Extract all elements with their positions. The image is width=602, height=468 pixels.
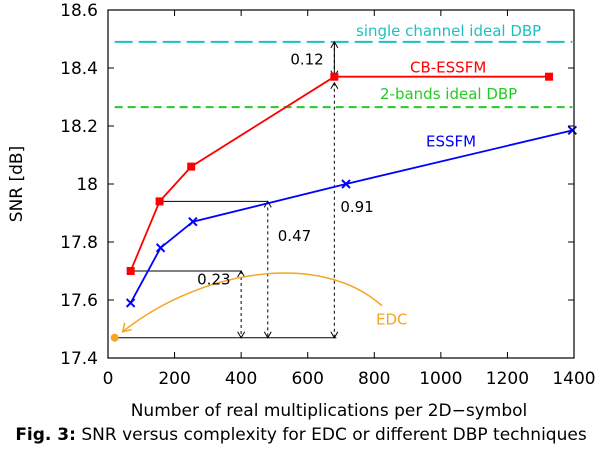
data-point [188,216,198,227]
two-bands-ideal-dbp-label: 2-bands ideal DBP [380,85,517,103]
series-line [129,75,550,272]
series-edc [110,333,119,342]
arrow-0-47 [263,200,272,339]
data-point [126,267,135,275]
x-tick-label: 0 [103,369,114,389]
series-essfm [125,125,578,308]
data-point [125,298,136,308]
arrow-head [330,40,339,49]
arrow-0-23 [237,270,246,339]
caption-text: SNR versus complexity for EDC or differe… [81,425,587,445]
y-tick-label: 18.4 [60,59,98,79]
arrow-head [263,200,272,208]
x-tick-label: 1200 [486,369,529,389]
plot-frame [107,9,575,359]
arrow-head [330,331,339,339]
series-cb-essfm [126,72,554,275]
data-point [155,243,166,253]
x-tick-label: 200 [158,369,190,389]
edc-annotation-arrow [122,272,383,333]
x-tick-label: 1000 [419,369,462,389]
arrow-0-91 [330,81,339,339]
y-tick-label: 18.6 [60,1,98,21]
y-tick-label: 18.2 [60,117,98,137]
edc-arrow-head [121,322,132,333]
y-tick-label: 18 [76,175,98,195]
arrow-head [237,331,246,339]
arrow-head [263,331,272,339]
figure-caption: Fig. 3: SNR versus complexity for EDC or… [0,424,602,446]
arrow-head [330,81,339,89]
annotation-0-91: 0.91 [340,198,373,216]
x-tick-label: 1400 [552,369,595,389]
cb-essfm-label: CB-ESSFM [410,59,486,77]
y-tick-label: 17.8 [60,233,98,253]
annotation-0-47: 0.47 [278,227,311,245]
data-point [110,333,119,342]
data-point [341,179,351,189]
caption-label: Fig. 3: [15,425,76,445]
data-point [545,72,554,81]
data-point [330,72,339,81]
annotation-0-23: 0.23 [197,271,230,289]
y-axis-label: SNR [dB] [7,146,27,222]
data-point [187,162,196,171]
edc-label: EDC [376,311,408,329]
series-layer [110,72,578,342]
x-axis-label: Number of real multiplications per 2D−sy… [131,401,528,421]
ticks-layer: 0 200 400 600 800 1000 1200 1400 17.4 17.6 17.8 18 1… [60,1,595,389]
annotation-0-12: 0.12 [290,50,323,68]
y-tick-label: 17.4 [60,349,98,369]
data-point [567,125,578,136]
x-tick-label: 800 [358,369,390,389]
x-tick-label: 600 [291,369,323,389]
arrow-head [237,270,246,278]
x-tick-label: 400 [225,369,257,389]
annotation-guides [114,40,339,339]
snr-complexity-chart: 0 200 400 600 800 1000 1200 1400 17.4 17.6 17.8 18 1… [7,1,596,421]
single-channel-ideal-dbp-label: single channel ideal DBP [356,22,541,40]
y-tick-label: 17.6 [60,291,98,311]
data-point [155,197,164,206]
essfm-label: ESSFM [426,132,476,150]
